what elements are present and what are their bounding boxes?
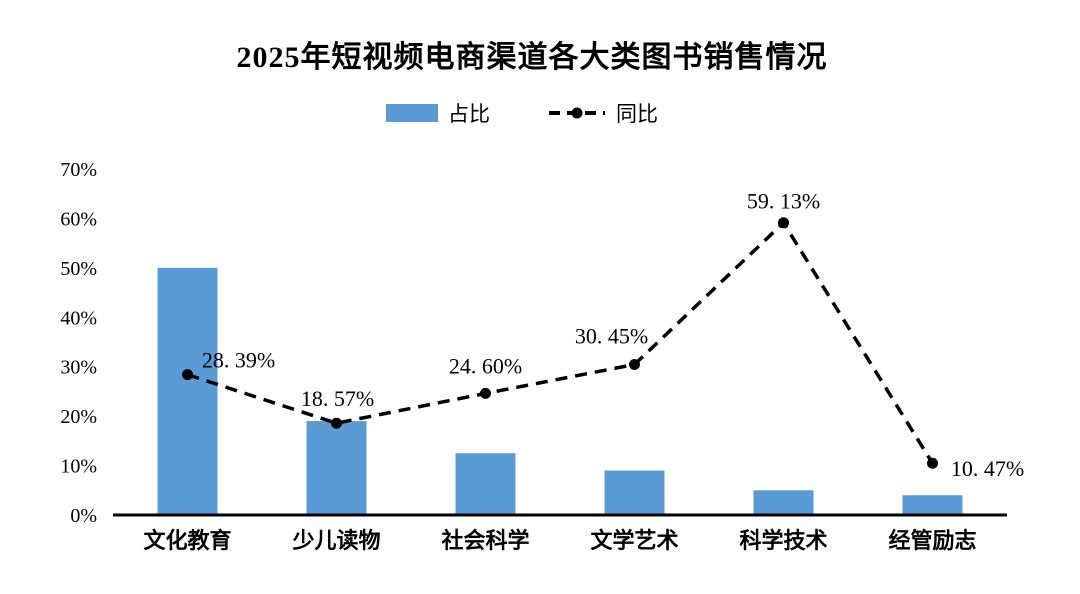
line-point-marker xyxy=(182,369,193,381)
legend-label-line-series: 同比 xyxy=(616,102,658,126)
x-axis-category-label: 文学艺术 xyxy=(590,528,678,553)
dashed-line-marker-icon xyxy=(549,107,605,119)
line-series-path xyxy=(186,219,934,465)
x-axis-category-label: 科学技术 xyxy=(739,528,827,553)
line-point-marker xyxy=(480,387,491,399)
bar-科学技术 xyxy=(753,490,814,515)
x-axis-category-label: 少儿读物 xyxy=(291,528,380,553)
line-point-label: 10. 47% xyxy=(951,456,1024,481)
line-point-label: 28. 39% xyxy=(202,348,275,373)
y-axis-tick-label: 30% xyxy=(60,357,97,379)
legend: 占比 同比 xyxy=(0,98,1044,128)
bar-少儿读物 xyxy=(306,421,367,515)
line-point-marker xyxy=(778,217,789,229)
y-axis-tick-label: 0% xyxy=(70,505,97,527)
y-axis-tick-label: 70% xyxy=(60,159,97,181)
y-axis-tick-label: 40% xyxy=(60,307,97,329)
line-point-marker xyxy=(927,457,938,469)
bar-文化教育 xyxy=(157,267,218,515)
line-point-label: 24. 60% xyxy=(449,353,522,378)
y-axis-tick-label: 60% xyxy=(60,208,97,230)
line-point-marker xyxy=(331,417,342,429)
y-axis-tick-label: 20% xyxy=(60,406,97,428)
y-axis-tick-label: 50% xyxy=(60,258,97,280)
bar-series-swatch-icon xyxy=(386,104,438,122)
x-axis-category-label: 文化教育 xyxy=(143,528,231,553)
line-point-marker xyxy=(629,358,640,370)
legend-item-line-series: 同比 xyxy=(548,98,658,128)
legend-label-bar-series: 占比 xyxy=(448,102,490,126)
bar-文学艺术 xyxy=(604,470,665,515)
x-axis-category-label: 经管励志 xyxy=(888,528,976,553)
bar-经管励志 xyxy=(902,495,963,515)
y-axis-tick-label: 10% xyxy=(60,456,97,478)
line-point-label: 30. 45% xyxy=(575,323,648,348)
chart-title: 2025年短视频电商渠道各大类图书销售情况 xyxy=(236,41,828,74)
line-point-label: 59. 13% xyxy=(747,189,820,214)
line-point-label: 18. 57% xyxy=(301,386,374,411)
bar-社会科学 xyxy=(455,453,516,515)
legend-item-bar-series: 占比 xyxy=(386,98,490,128)
x-axis-category-label: 社会科学 xyxy=(441,528,529,553)
